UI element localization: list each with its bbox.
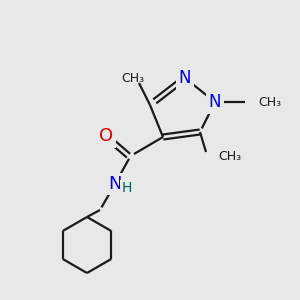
- Text: O: O: [99, 127, 113, 145]
- Text: CH₃: CH₃: [122, 71, 145, 85]
- Text: CH₃: CH₃: [218, 151, 241, 164]
- Text: CH₃: CH₃: [258, 95, 281, 109]
- Text: N: N: [179, 69, 191, 87]
- Text: N: N: [209, 93, 221, 111]
- Text: N: N: [108, 175, 122, 193]
- Text: H: H: [122, 181, 132, 195]
